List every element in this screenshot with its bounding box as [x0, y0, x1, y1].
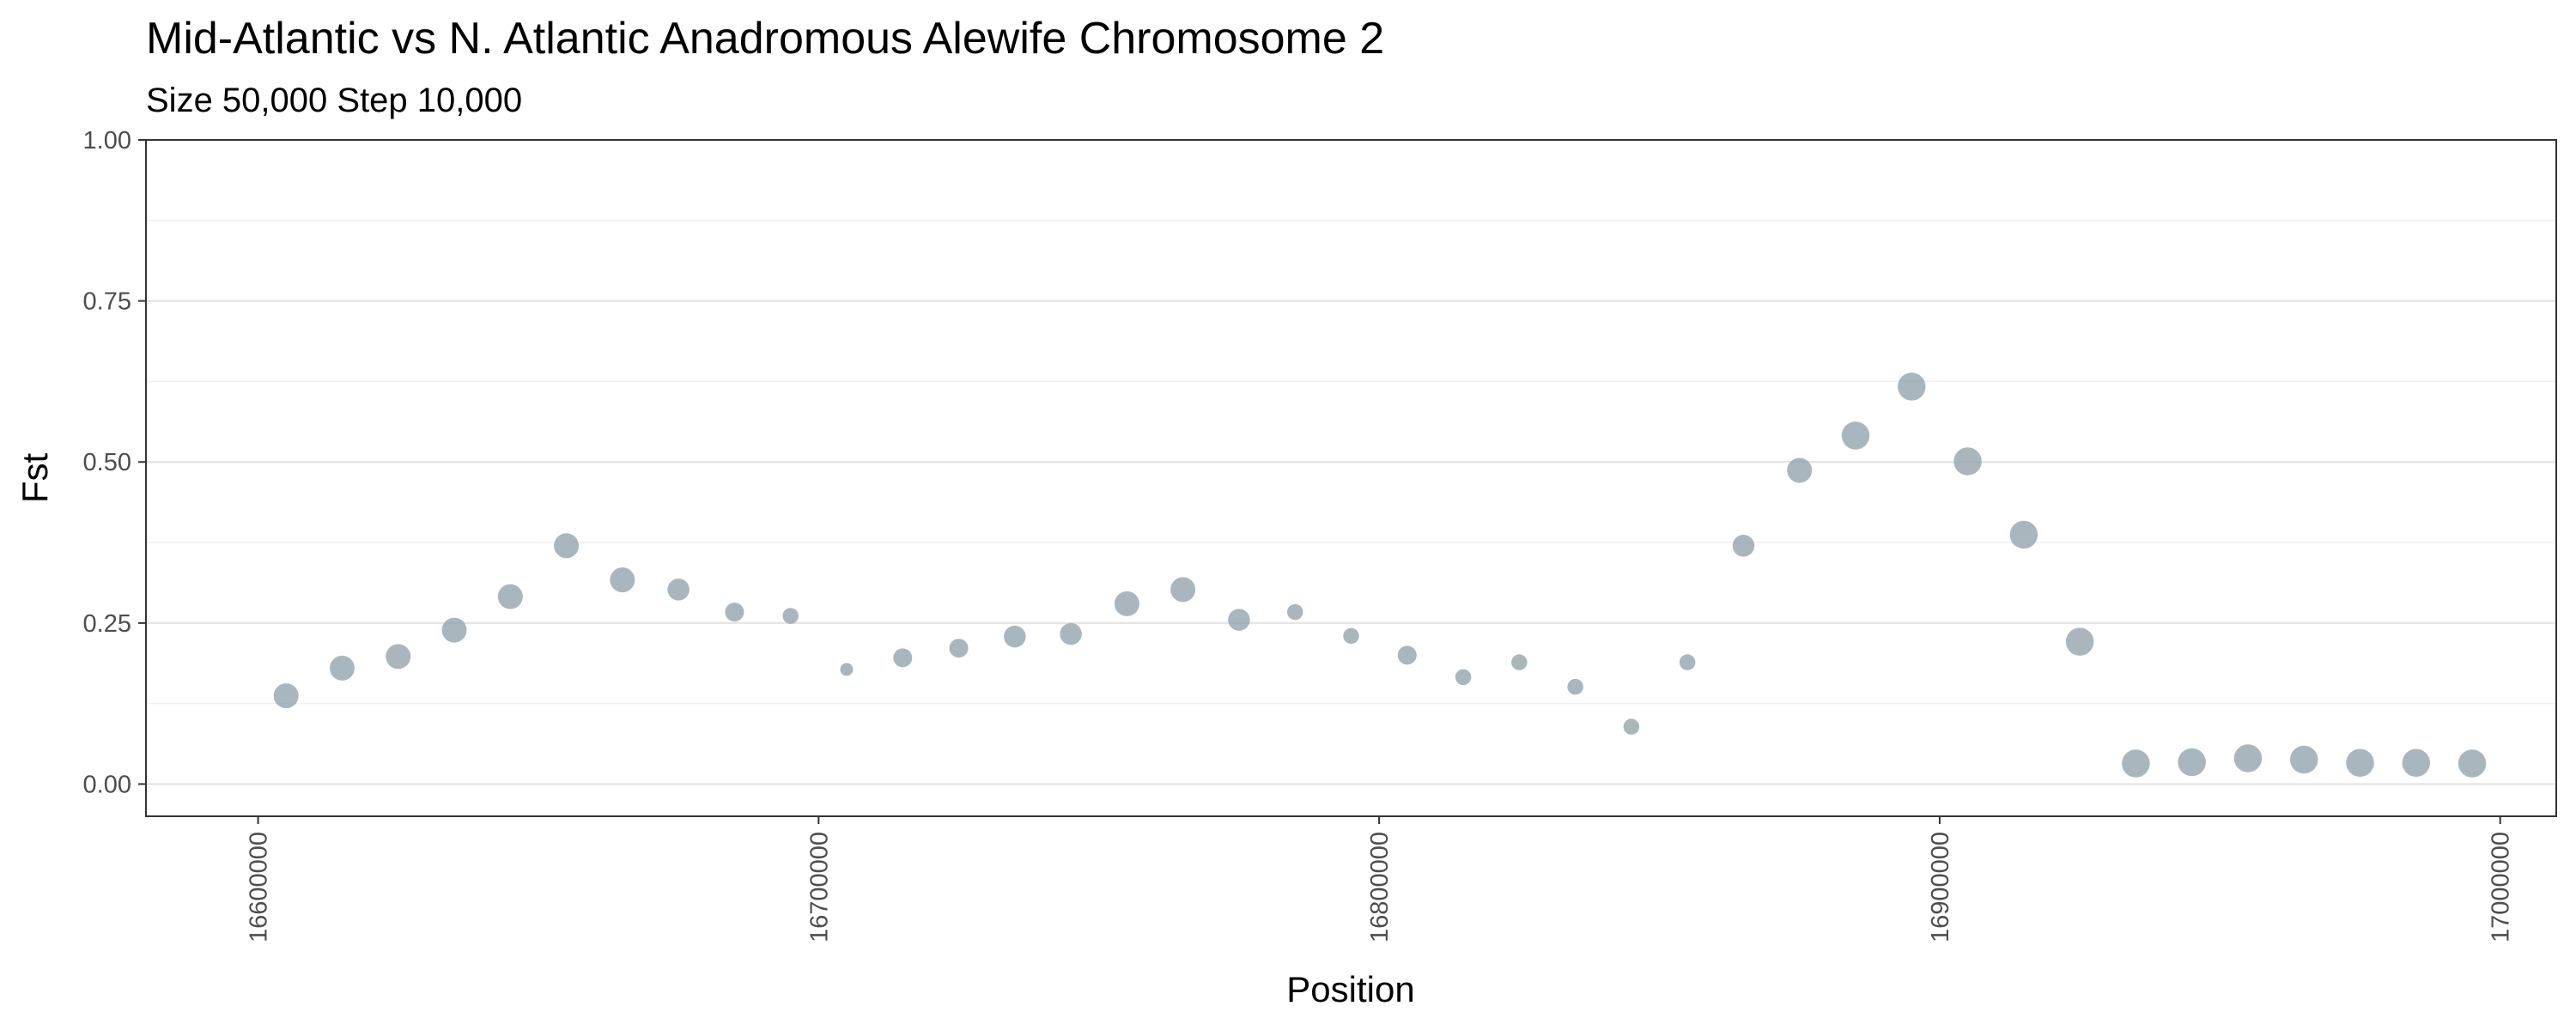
- x-tick-label: 16800000: [1366, 832, 1394, 942]
- data-point: [610, 567, 635, 593]
- y-tick-label: 0.25: [83, 610, 131, 638]
- data-point: [1004, 625, 1026, 648]
- x-axis: 16600000 16700000 16800000 16900000 17000000: [246, 816, 2515, 942]
- data-point: [497, 584, 523, 609]
- data-point: [2233, 744, 2263, 772]
- data-point: [554, 533, 580, 559]
- data-point: [840, 663, 854, 676]
- data-point: [1170, 577, 1196, 603]
- data-point: [1679, 654, 1696, 670]
- data-point: [1455, 669, 1472, 686]
- data-point: [2346, 748, 2374, 777]
- data-point: [2289, 745, 2318, 774]
- data-point: [1623, 718, 1640, 735]
- plot-panel-border: [145, 139, 2557, 817]
- x-tick-label: 16700000: [805, 832, 833, 942]
- data-point: [329, 655, 355, 681]
- y-axis-title: Fst: [15, 453, 55, 504]
- y-tick-label: 0.00: [83, 771, 131, 798]
- x-tick-label: 16600000: [246, 832, 273, 942]
- data-point: [1953, 447, 1982, 476]
- y-tick-label: 1.00: [83, 127, 131, 154]
- chart-subtitle: Size 50,000 Step 10,000: [146, 82, 522, 119]
- data-point: [1060, 622, 1082, 645]
- grid-lines: [146, 138, 2556, 785]
- x-tick-label: 17000000: [2488, 832, 2515, 942]
- data-point: [2009, 520, 2038, 549]
- data-point: [2402, 748, 2431, 777]
- y-tick-label: 0.75: [83, 288, 131, 316]
- data-point: [725, 603, 744, 622]
- data-point: [441, 617, 467, 643]
- data-point: [949, 639, 969, 658]
- data-point: [2178, 748, 2206, 777]
- data-point: [2065, 627, 2094, 656]
- data-point: [1732, 535, 1755, 557]
- data-point: [1841, 421, 1870, 450]
- data-point: [667, 579, 690, 601]
- data-point: [273, 683, 299, 709]
- y-tick-label: 0.50: [83, 449, 131, 476]
- x-tick-label: 16900000: [1927, 832, 1954, 942]
- data-point: [1511, 654, 1528, 670]
- data-point: [893, 648, 913, 668]
- data-point: [2458, 749, 2487, 778]
- x-axis-title: Position: [1286, 969, 1414, 1009]
- data-point: [1397, 645, 1417, 665]
- data-point: [1114, 591, 1139, 616]
- data-point: [386, 644, 411, 670]
- data-points: [273, 373, 2487, 778]
- data-point: [1567, 678, 1583, 695]
- data-point: [1898, 373, 1926, 401]
- data-point: [1343, 627, 1359, 645]
- data-point: [2122, 749, 2150, 778]
- data-point: [1228, 609, 1250, 631]
- chart-title: Mid-Atlantic vs N. Atlantic Anadromous A…: [146, 14, 1384, 64]
- data-point: [1286, 603, 1303, 621]
- data-point: [1787, 457, 1813, 483]
- data-point: [782, 608, 799, 624]
- y-axis: 0.00 0.25 0.50 0.75 1.00: [83, 127, 146, 798]
